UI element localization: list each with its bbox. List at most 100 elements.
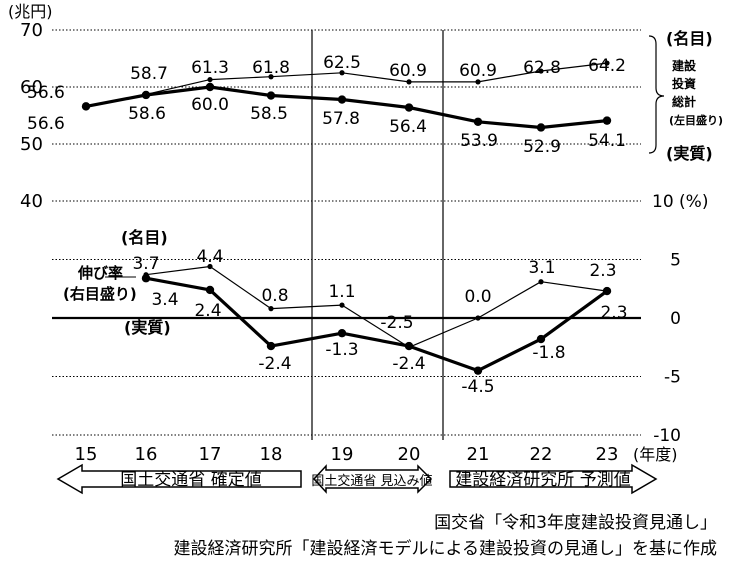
data-label-growth-real-2: -2.4: [258, 354, 291, 374]
point-growth-real-17: [205, 285, 215, 295]
total-side-label-2: 投資: [672, 76, 696, 91]
right-tick-2: -5: [664, 368, 681, 388]
data-label-growth-nominal-3: 1.1: [328, 282, 355, 302]
data-label-total-nominal-7: 62.8: [523, 58, 561, 78]
data-label-total-nominal-2: 61.3: [191, 58, 229, 78]
data-labels: 56.6 58.7 61.3 61.8 62.5 60.9 60.9 62.8 64.2 56.6…: [27, 53, 628, 397]
point-growth-nominal-22: [538, 279, 544, 285]
total-side-label-4: (左目盛り): [669, 113, 723, 127]
period-arrows: 国土交通省 確定値 国土交通省 見込み値 建設経済研究所 予測値: [56, 463, 658, 495]
data-label-total-real-2: 60.0: [191, 95, 229, 115]
data-label-growth-nominal-2: 0.8: [261, 286, 288, 306]
right-axis-title: 10 (%): [652, 192, 708, 212]
data-label-total-real-5: 56.4: [389, 117, 427, 137]
data-label-total-nominal-0: 56.6: [27, 83, 65, 103]
data-label-total-real-1: 58.6: [128, 104, 166, 124]
data-label-growth-real-5: -4.5: [461, 377, 494, 397]
point-growth-real-21: [473, 366, 483, 375]
data-label-growth-nominal-0: 3.7: [132, 254, 159, 274]
x-axis-title: (年度): [633, 445, 678, 464]
growth-real-label: (実質): [124, 318, 171, 337]
data-label-total-nominal-3: 61.8: [252, 58, 290, 78]
point-total-real-17: [205, 82, 215, 92]
source-line-2: 建設経済研究所「建設経済モデルによる建設投資の見通し」を基に作成: [173, 539, 718, 559]
left-tick-1: 60: [20, 77, 43, 98]
point-total-real-23: [602, 116, 612, 125]
data-label-growth-real-3: -1.3: [325, 340, 358, 360]
total-side-label-3: 総計: [672, 94, 696, 109]
point-total-nominal-21: [475, 79, 481, 85]
point-growth-real-19: [337, 329, 347, 338]
period-label-2: 建設経済研究所 予測値: [455, 470, 630, 490]
data-label-total-nominal-8: 64.2: [588, 56, 626, 76]
point-total-nominal-20: [406, 79, 412, 85]
period-dividers: [311, 30, 444, 440]
data-label-total-nominal-4: 62.5: [323, 53, 361, 73]
point-total-real-20: [404, 103, 414, 112]
point-growth-real-22: [536, 334, 546, 344]
point-total-nominal-22: [538, 68, 544, 74]
period-arrow-1: [312, 464, 433, 494]
point-growth-real-18: [266, 341, 276, 351]
data-label-growth-nominal-1: 4.4: [196, 247, 223, 267]
gridlines: [52, 29, 641, 436]
total-real-bracket-label: (実質): [666, 144, 713, 163]
x-tick-20: 20: [398, 444, 421, 465]
point-growth-real-23: [602, 286, 612, 296]
point-total-real-18: [266, 91, 276, 100]
data-label-total-real-4: 57.8: [322, 109, 360, 129]
growth-title-label: 伸び率: [77, 264, 123, 282]
data-label-growth-real-4: -2.4: [392, 354, 425, 374]
point-total-real-21: [473, 117, 483, 126]
data-label-growth-nominal-7: 2.3: [589, 261, 616, 281]
left-axis-title: (兆円): [8, 2, 53, 21]
left-tick-2: 50: [20, 134, 43, 155]
point-total-real-16: [141, 90, 151, 100]
x-tick-19: 19: [331, 444, 354, 465]
data-label-growth-nominal-4: -2.5: [380, 313, 413, 333]
point-total-real-22: [536, 123, 546, 132]
total-nominal-bracket-label: (名目): [666, 29, 713, 48]
series-points: [81, 60, 612, 375]
right-tick-1: 0: [670, 309, 681, 329]
bracket-lines: [105, 35, 665, 278]
annotations: (名目) (実質) 建設 投資 総計 (左目盛り) (名目) 伸び率 (右目盛り…: [63, 29, 723, 337]
data-label-growth-nominal-6: 3.1: [528, 258, 555, 278]
left-tick-3: 40: [20, 191, 43, 212]
right-tick-3: -10: [653, 426, 681, 446]
data-label-total-real-0: 56.6: [27, 114, 65, 134]
series-line-growth-real: [145, 276, 608, 373]
point-growth-nominal-21: [475, 315, 481, 321]
point-total-nominal-19: [339, 70, 345, 76]
point-total-nominal-23: [604, 60, 610, 66]
point-growth-nominal-18: [268, 306, 274, 312]
data-label-total-real-7: 52.9: [523, 137, 561, 157]
total-side-label-1: 建設: [671, 58, 697, 73]
x-tick-22: 22: [530, 444, 553, 465]
series-line-growth-nominal: [145, 265, 608, 348]
axis-labels: (兆円) 10 (%) (年度): [8, 2, 708, 464]
data-label-growth-real-0: 3.4: [151, 290, 178, 310]
growth-nominal-label: (名目): [121, 228, 168, 247]
left-tick-0: 70: [20, 20, 43, 41]
x-tick-17: 17: [199, 444, 222, 465]
period-arrow-2: [449, 463, 658, 495]
point-growth-nominal-19: [339, 302, 345, 308]
data-label-total-real-8: 54.1: [588, 131, 626, 151]
point-growth-nominal-17: [207, 263, 213, 270]
x-tick-21: 21: [467, 444, 490, 465]
point-total-real-19: [337, 95, 347, 104]
point-growth-real-20: [404, 341, 414, 351]
point-total-real-15: [81, 102, 91, 111]
point-total-nominal-17: [207, 76, 213, 83]
growth-axis-note-label: (右目盛り): [63, 285, 137, 303]
period-label-1: 国土交通省 見込み値: [311, 473, 432, 489]
data-label-total-real-6: 53.9: [460, 131, 498, 151]
period-label-0: 国土交通省 確定値: [120, 470, 261, 490]
right-tick-0: 5: [670, 251, 681, 271]
right-bracket: [648, 35, 665, 154]
x-tick-16: 16: [135, 444, 158, 465]
x-tick-15: 15: [75, 444, 98, 465]
